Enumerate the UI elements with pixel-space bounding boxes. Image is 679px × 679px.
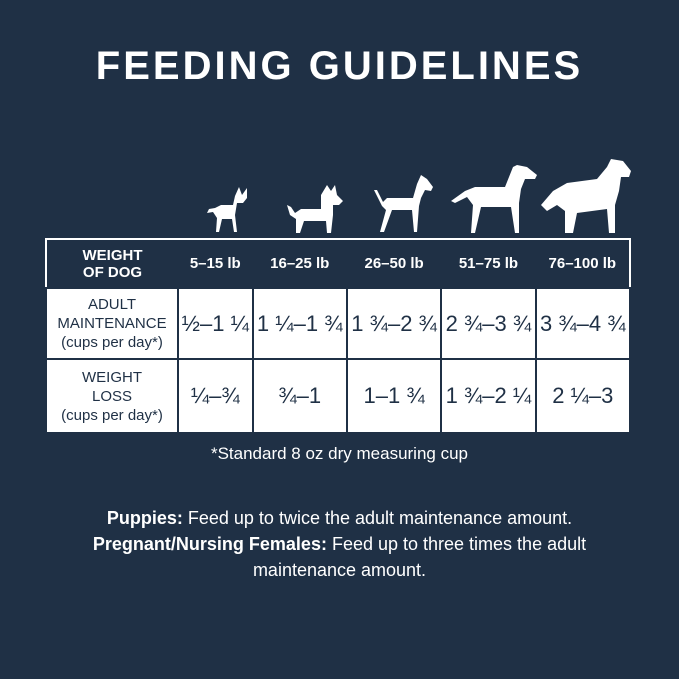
feeding-table: WEIGHT OF DOG 5–15 lb 16–25 lb 26–50 lb … (45, 238, 632, 434)
dog-silhouettes (179, 155, 631, 235)
column-header: 76–100 lb (535, 239, 630, 288)
labrador-icon (451, 165, 537, 233)
note-label: Pregnant/Nursing Females: (92, 534, 327, 554)
table-row: WEIGHT LOSS (cups per day*) ¼–¾ ¾–1 1–1 ¾… (45, 358, 632, 434)
column-header: 5–15 lb (178, 239, 253, 288)
note-text: Feed up to three times the adult mainten… (252, 534, 587, 580)
table-cell: 1–1 ¾ (345, 358, 443, 434)
column-header: 26–50 lb (346, 239, 442, 288)
footnote: *Standard 8 oz dry measuring cup (210, 444, 469, 463)
table-cell: 1 ¼–1 ¾ (251, 287, 348, 360)
header-label: WEIGHT OF DOG (46, 239, 178, 288)
row-label-text: ADULT MAINTENANCE (57, 296, 167, 332)
table-cell: 1 ¾–2 ¼ (440, 358, 537, 434)
notes: Puppies: Feed up to twice the adult main… (0, 505, 679, 583)
column-header: 51–75 lb (441, 239, 536, 288)
table-cell: ¼–¾ (177, 358, 254, 434)
pregnant-note: Pregnant/Nursing Females: Feed up to thr… (90, 531, 590, 583)
terrier-icon (287, 185, 343, 233)
table-header-row: WEIGHT OF DOG 5–15 lb 16–25 lb 26–50 lb … (46, 239, 630, 288)
row-unit: (cups per day*) (61, 334, 163, 351)
row-label: WEIGHT LOSS (cups per day*) (45, 358, 179, 434)
header-label-text: WEIGHT OF DOG (82, 246, 143, 281)
row-label: ADULT MAINTENANCE (cups per day*) (45, 287, 179, 360)
table-cell: 1 ¾–2 ¾ (345, 287, 443, 360)
table-cell: 3 ¾–4 ¾ (534, 287, 632, 360)
column-header: 16–25 lb (252, 239, 347, 288)
boxer-icon (374, 175, 433, 232)
table-cell: 2 ¼–3 (534, 358, 632, 434)
chihuahua-icon (207, 187, 247, 232)
table-cell: 2 ¾–3 ¾ (440, 287, 537, 360)
table-cell: ¾–1 (251, 358, 348, 434)
table-row: ADULT MAINTENANCE (cups per day*) ½–1 ¼ 1… (45, 287, 632, 360)
row-label-text: WEIGHT LOSS (82, 368, 142, 405)
note-text: Feed up to twice the adult maintenance a… (182, 508, 573, 528)
page-title: FEEDING GUIDELINES (95, 44, 584, 88)
newfoundland-icon (541, 159, 631, 233)
table-cell: ½–1 ¼ (177, 287, 254, 360)
note-label: Puppies: (106, 508, 183, 528)
puppies-note: Puppies: Feed up to twice the adult main… (0, 505, 679, 531)
row-unit: (cups per day*) (61, 406, 163, 424)
